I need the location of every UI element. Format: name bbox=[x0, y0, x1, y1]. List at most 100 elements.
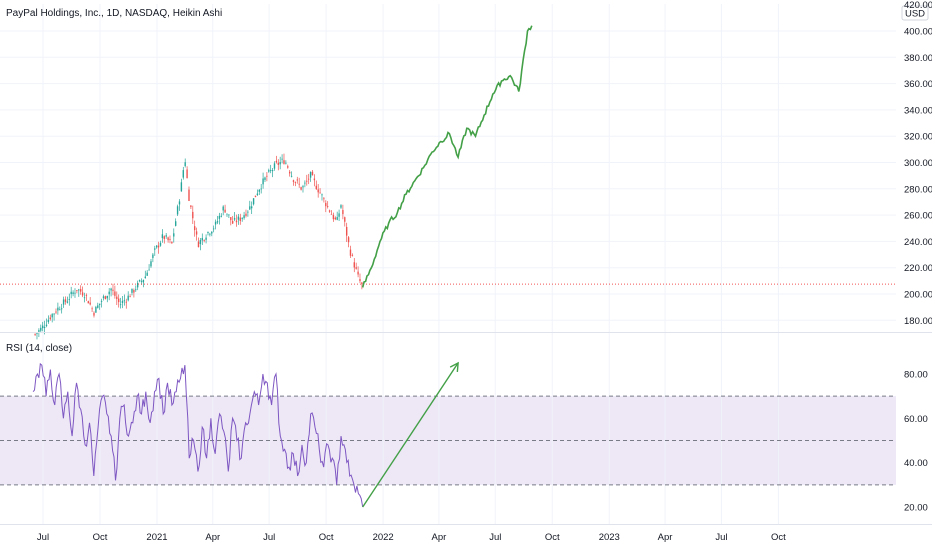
rsi-projection-arrow[interactable] bbox=[362, 362, 459, 508]
candle-body bbox=[34, 334, 36, 335]
time-tick-label: Oct bbox=[771, 532, 786, 543]
candle-body bbox=[349, 249, 352, 256]
time-tick-label: Jul bbox=[489, 532, 501, 543]
candle-body bbox=[47, 319, 50, 323]
price-y-axis[interactable]: 420.00 400.00 380.00 360.00 340.00 320.00 300.… bbox=[904, 0, 932, 327]
rsi-pane[interactable]: 80.00 60.00 40.00 20.00 RSI (14, close) bbox=[0, 333, 928, 524]
price-tick-label: 320.00 bbox=[904, 132, 932, 143]
time-tick-label: Apr bbox=[432, 532, 447, 543]
candle-body bbox=[178, 201, 181, 205]
candle-body bbox=[283, 160, 285, 164]
candle-body bbox=[76, 290, 78, 291]
rsi-band-lines bbox=[0, 333, 896, 524]
candle-body bbox=[243, 215, 245, 219]
candle-body bbox=[102, 296, 105, 299]
candle-body bbox=[57, 307, 59, 311]
price-tick-label: 220.00 bbox=[904, 263, 932, 274]
candle-body bbox=[133, 290, 135, 293]
candle-body bbox=[311, 171, 314, 176]
candle-body bbox=[38, 330, 40, 332]
candle-body bbox=[220, 215, 222, 217]
candle-body bbox=[201, 237, 203, 241]
rsi-line bbox=[32, 362, 364, 508]
candle-body bbox=[355, 267, 357, 269]
candle-body bbox=[214, 221, 217, 225]
candle-body bbox=[95, 306, 97, 313]
candle-body bbox=[323, 198, 325, 200]
candle-body bbox=[123, 300, 126, 302]
rsi-arrowhead-icon bbox=[449, 361, 459, 372]
candle-body bbox=[245, 213, 247, 216]
candle-body bbox=[188, 189, 190, 202]
candle-body bbox=[173, 233, 175, 237]
candle-body bbox=[119, 304, 122, 306]
candle-body bbox=[353, 262, 355, 268]
candle-body bbox=[269, 170, 272, 171]
candle-body bbox=[262, 178, 264, 185]
candle-body bbox=[98, 303, 101, 305]
candle-body bbox=[334, 217, 336, 220]
candle-body bbox=[326, 206, 329, 207]
candle-body bbox=[347, 237, 350, 243]
candle-body bbox=[273, 163, 276, 169]
price-projection-line[interactable] bbox=[361, 25, 533, 288]
candle-body bbox=[192, 211, 194, 219]
candle-body bbox=[83, 297, 86, 299]
candle-body bbox=[138, 280, 141, 282]
candle-body bbox=[36, 332, 38, 334]
price-tick-label: 300.00 bbox=[904, 158, 932, 169]
candle-body bbox=[174, 221, 177, 226]
candle-body bbox=[62, 299, 65, 305]
price-tick-label: 400.00 bbox=[904, 27, 932, 38]
time-axis[interactable]: Jul Oct 2021 Apr Jul Oct 2022 Apr Jul Oct 2023 Apr J… bbox=[37, 532, 786, 543]
price-pane[interactable]: USD 420.00 400.00 380.00 360.00 340.00 320.00… bbox=[0, 0, 932, 340]
candle-body bbox=[226, 213, 228, 215]
candle-body bbox=[287, 166, 289, 168]
candle-body bbox=[167, 237, 169, 241]
price-candles bbox=[34, 153, 363, 340]
candle-body bbox=[285, 162, 287, 164]
time-tick-label: 2023 bbox=[599, 532, 620, 543]
candle-body bbox=[212, 228, 215, 230]
candle-body bbox=[100, 300, 103, 302]
candle-body bbox=[275, 160, 278, 163]
candle-body bbox=[146, 272, 148, 276]
candle-body bbox=[108, 291, 110, 295]
candle-body bbox=[321, 194, 323, 196]
time-tick-label: Jul bbox=[715, 532, 727, 543]
candle-body bbox=[359, 279, 361, 282]
time-tick-label: Apr bbox=[658, 532, 673, 543]
rsi-y-axis[interactable]: 80.00 60.00 40.00 20.00 bbox=[904, 370, 928, 514]
currency-badge bbox=[901, 5, 929, 21]
candle-body bbox=[292, 180, 295, 182]
price-tick-label: 280.00 bbox=[904, 184, 932, 195]
rsi-tick-label: 40.00 bbox=[904, 458, 928, 469]
candle-body bbox=[110, 288, 112, 291]
candle-body bbox=[165, 235, 167, 237]
candle-body bbox=[309, 171, 312, 178]
candle-body bbox=[60, 308, 63, 310]
time-tick-label: Oct bbox=[545, 532, 560, 543]
rsi-tick-label: 20.00 bbox=[904, 503, 928, 514]
candle-body bbox=[152, 254, 154, 258]
candle-body bbox=[51, 314, 53, 318]
candle-body bbox=[357, 271, 359, 275]
candle-body bbox=[155, 245, 158, 248]
candle-body bbox=[252, 198, 255, 205]
candle-body bbox=[121, 300, 124, 304]
price-tick-label: 380.00 bbox=[904, 53, 932, 64]
candle-body bbox=[315, 185, 317, 190]
candle-body bbox=[93, 312, 95, 316]
candle-body bbox=[207, 231, 209, 234]
candle-body bbox=[157, 245, 160, 248]
candle-body bbox=[154, 248, 156, 250]
time-tick-label: Jul bbox=[37, 532, 49, 543]
candle-body bbox=[182, 170, 184, 178]
time-tick-label: Jul bbox=[263, 532, 275, 543]
candle-body bbox=[330, 213, 333, 215]
candle-body bbox=[307, 178, 310, 180]
price-tick-label: 420.00 bbox=[904, 0, 932, 11]
candle-body bbox=[203, 240, 205, 241]
candle-body bbox=[249, 206, 251, 210]
